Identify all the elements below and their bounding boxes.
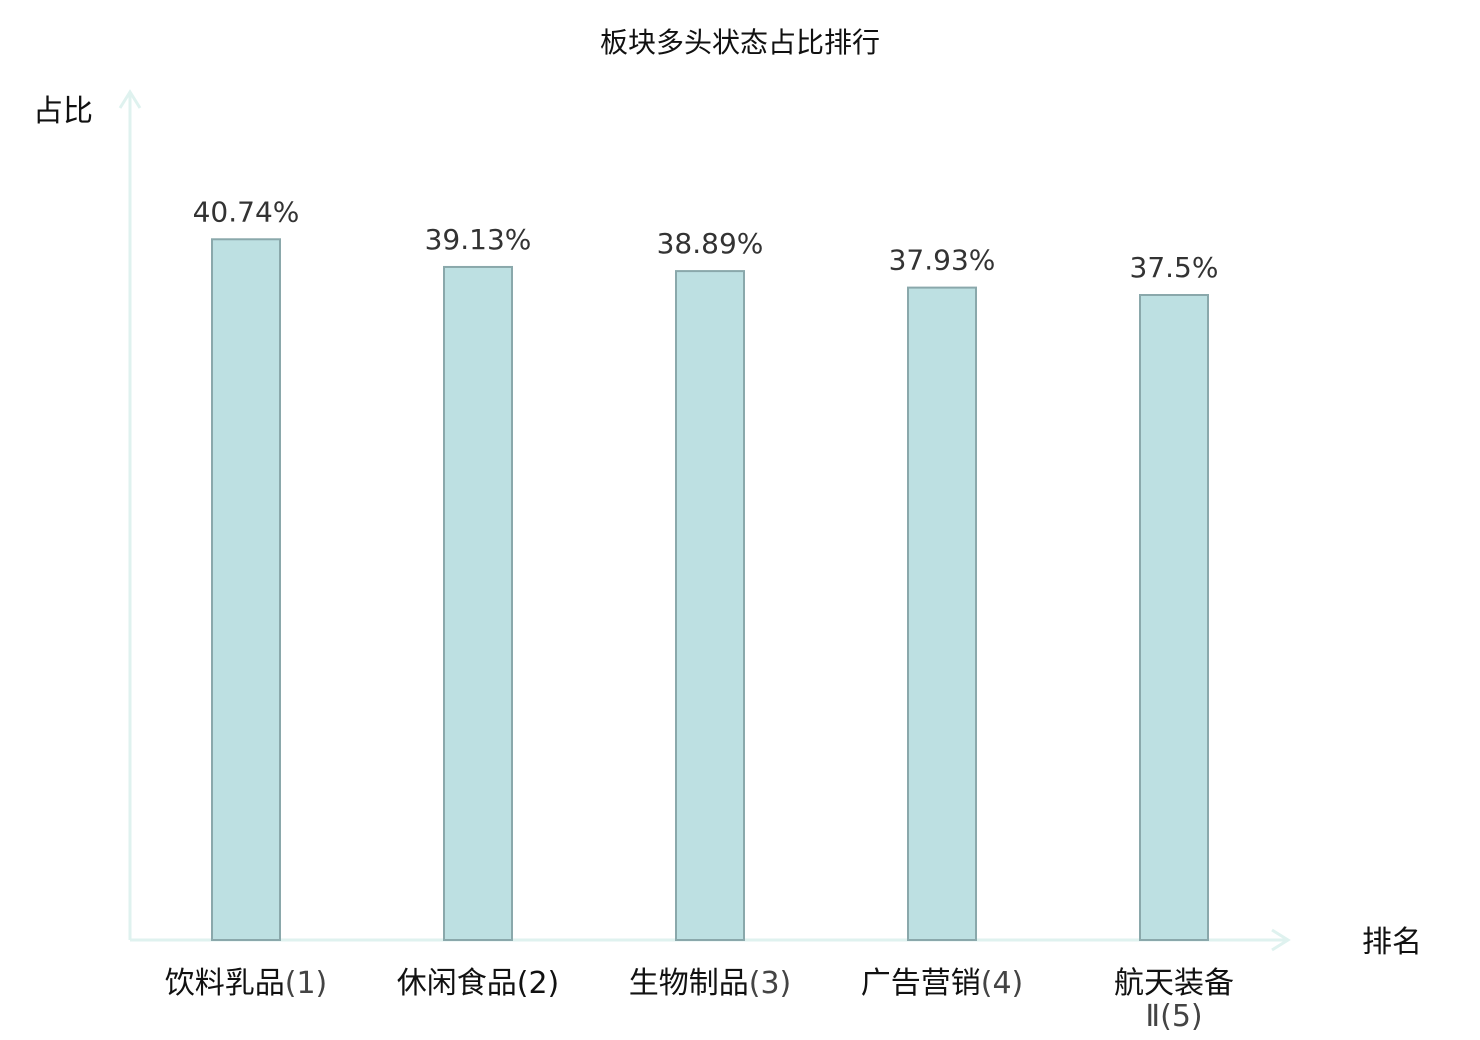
bar-series	[211, 238, 1209, 942]
category-label: 休闲食品(2)	[397, 966, 560, 1001]
bar-value-label: 37.5%	[1130, 251, 1219, 284]
category-label: 广告营销(4)	[861, 966, 1024, 1001]
category-label: 航天装备 Ⅱ(5)	[1114, 966, 1234, 1034]
bar	[211, 238, 281, 942]
category-name: 航天装备	[1114, 966, 1234, 1001]
x-axis-label: 排名	[1362, 925, 1422, 960]
category-rank: Ⅱ(5)	[1145, 999, 1202, 1034]
category-rank: (2)	[517, 966, 560, 1001]
x-axis-arrow	[1271, 928, 1291, 952]
category-rank: (3)	[749, 966, 792, 1001]
category-name: 广告营销	[861, 966, 981, 1001]
bar-value-label: 40.74%	[193, 195, 300, 228]
bar	[1139, 294, 1209, 941]
category-labels: 饮料乳品(1) 休闲食品(2) 生物制品(3) 广告营销(4) 航天装备 Ⅱ(5)	[165, 966, 1234, 1034]
category-rank: (4)	[981, 966, 1024, 1001]
category-name: 生物制品	[629, 966, 749, 1001]
category-label: 生物制品(3)	[629, 966, 792, 1001]
y-axis-label: 占比	[33, 94, 93, 129]
y-axis-arrow	[118, 89, 142, 109]
value-labels: 40.74% 39.13% 38.89% 37.93% 37.5%	[193, 195, 1219, 284]
category-label: 饮料乳品(1)	[165, 966, 328, 1001]
bar-value-label: 37.93%	[889, 244, 996, 277]
category-name: 饮料乳品	[165, 966, 285, 1001]
bar	[443, 265, 513, 941]
chart-title: 板块多头状态占比排行	[600, 26, 880, 59]
category-name: 休闲食品	[397, 966, 517, 1001]
bar-value-label: 39.13%	[425, 223, 532, 256]
category-rank: (1)	[285, 966, 328, 1001]
bar	[907, 286, 977, 941]
bar	[675, 270, 745, 942]
bar-value-label: 38.89%	[657, 227, 764, 260]
